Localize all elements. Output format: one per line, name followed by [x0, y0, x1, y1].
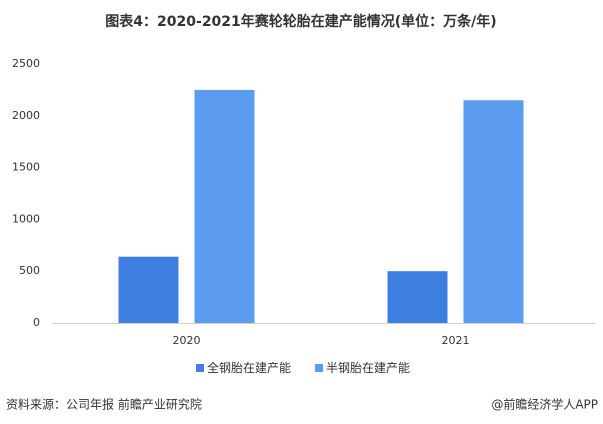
- y-tick-label: 1500: [12, 161, 40, 174]
- x-tick-label: 2020: [173, 334, 201, 347]
- y-tick-label: 0: [33, 316, 40, 329]
- legend-swatch: [315, 364, 324, 372]
- y-tick-label: 1000: [12, 212, 40, 225]
- bar: [118, 256, 179, 323]
- x-tick-label: 2021: [442, 334, 470, 347]
- y-tick-label: 500: [19, 264, 40, 277]
- chart-title: 图表4：2020-2021年赛轮轮胎在建产能情况(单位：万条/年): [105, 13, 496, 30]
- legend-label: 半钢胎在建产能: [326, 361, 410, 375]
- y-tick-label: 2000: [12, 109, 40, 122]
- legend-swatch: [196, 364, 204, 372]
- bar: [387, 271, 448, 323]
- bar: [463, 100, 524, 323]
- y-tick-label: 2500: [12, 57, 40, 70]
- brand: @前瞻经济学人APP: [491, 397, 598, 412]
- legend-label: 全钢胎在建产能: [207, 360, 291, 375]
- bar: [194, 89, 255, 324]
- source: 资料来源：公司年报 前瞻产业研究院: [6, 397, 202, 412]
